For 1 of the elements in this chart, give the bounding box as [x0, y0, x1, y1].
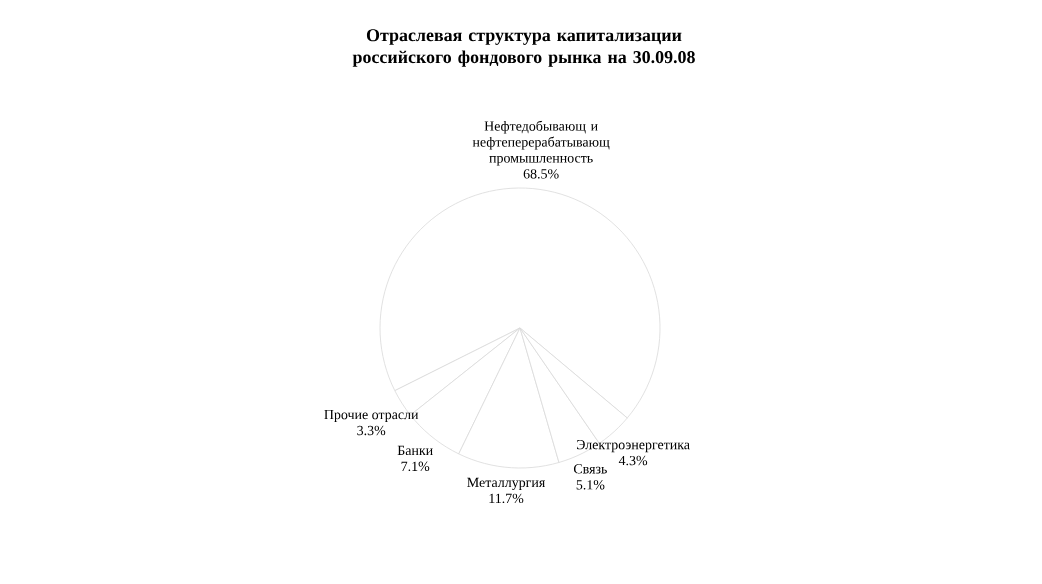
- chart-title: Отраслевая структура капитализации российского фондового рынка на 30.09.08: [352, 29, 695, 67]
